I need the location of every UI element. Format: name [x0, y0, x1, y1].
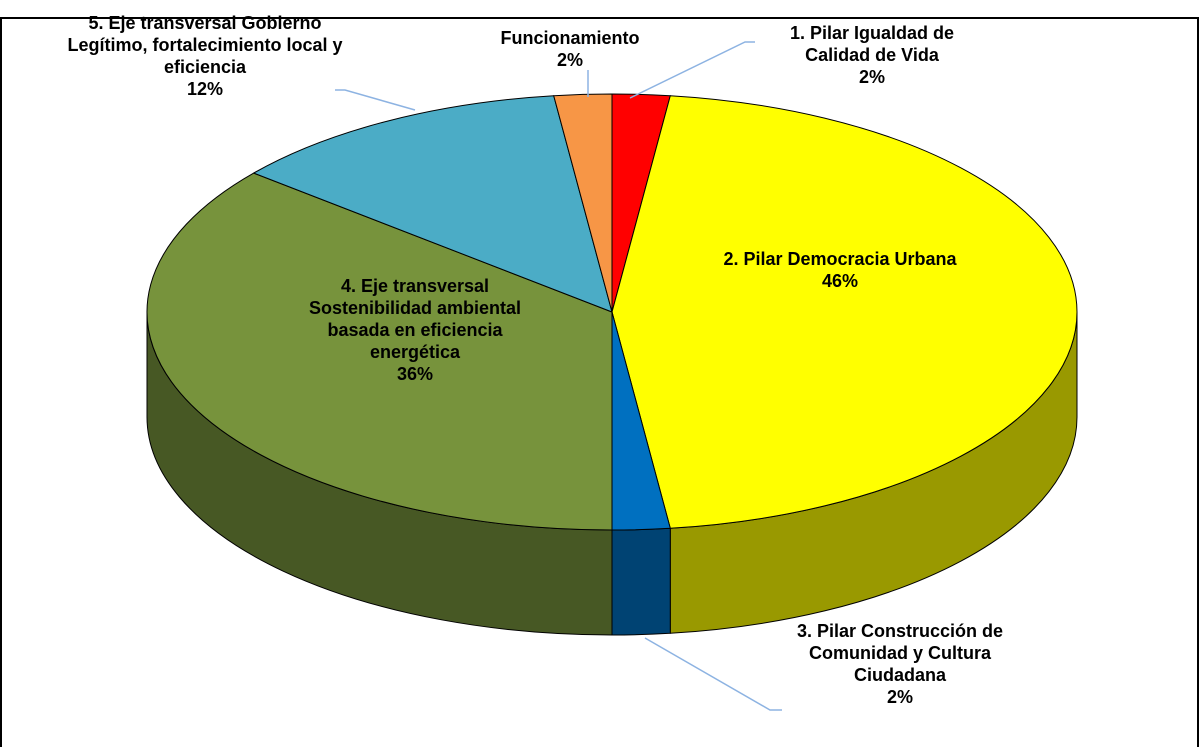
value-label: 2% — [886, 687, 913, 707]
category-label: 2. Pilar Democracia Urbana — [723, 249, 957, 269]
leader-lines — [335, 41, 782, 711]
data-label: 1. Pilar Igualdad de Calidad de Vida 2% — [757, 22, 987, 88]
leader-line — [335, 89, 416, 111]
slice — [146, 172, 613, 531]
slice — [553, 93, 613, 313]
value-label: 12% — [186, 79, 224, 99]
slice — [611, 95, 1078, 529]
value-label: 46% — [821, 271, 859, 291]
slice-side — [611, 527, 671, 636]
category-label: 1. Pilar Igualdad de Calidad de Vida — [789, 23, 955, 65]
data-label: 2. Pilar Democracia Urbana 46% — [690, 248, 990, 292]
value-label: 36% — [396, 364, 434, 384]
leader-line — [629, 41, 755, 99]
pie-tops — [146, 93, 1078, 531]
leader-line — [644, 637, 782, 711]
category-label: 5. Eje transversal Gobierno Legítimo, fo… — [67, 13, 343, 77]
data-label: 5. Eje transversal Gobierno Legítimo, fo… — [55, 12, 355, 100]
pie-sides — [146, 311, 1078, 636]
value-label: 2% — [556, 50, 583, 70]
category-label: 3. Pilar Construcción de Comunidad y Cul… — [796, 621, 1004, 685]
category-label: Funcionamiento — [500, 28, 640, 48]
data-label: 4. Eje transversal Sostenibilidad ambien… — [285, 275, 545, 385]
slice — [252, 95, 613, 313]
data-label: Funcionamiento 2% — [470, 27, 670, 71]
data-label: 3. Pilar Construcción de Comunidad y Cul… — [770, 620, 1030, 708]
chart-border — [0, 17, 1199, 747]
category-label: 4. Eje transversal Sostenibilidad ambien… — [308, 276, 522, 362]
value-label: 2% — [858, 67, 885, 87]
